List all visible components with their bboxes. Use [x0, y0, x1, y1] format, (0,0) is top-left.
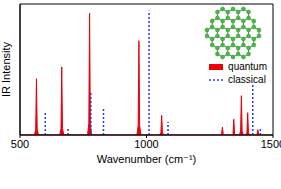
svg-text:Wavenumber (cm⁻¹): Wavenumber (cm⁻¹) — [97, 153, 197, 165]
html-text:quantum: quantum — [228, 61, 267, 72]
svg-text:1000: 1000 — [134, 138, 158, 150]
svg-text:1500: 1500 — [261, 138, 273, 150]
svg-text:IR Intensity: IR Intensity — [8, 41, 12, 97]
svg-text:500: 500 — [11, 138, 29, 150]
html-text:classical: classical — [228, 74, 266, 85]
